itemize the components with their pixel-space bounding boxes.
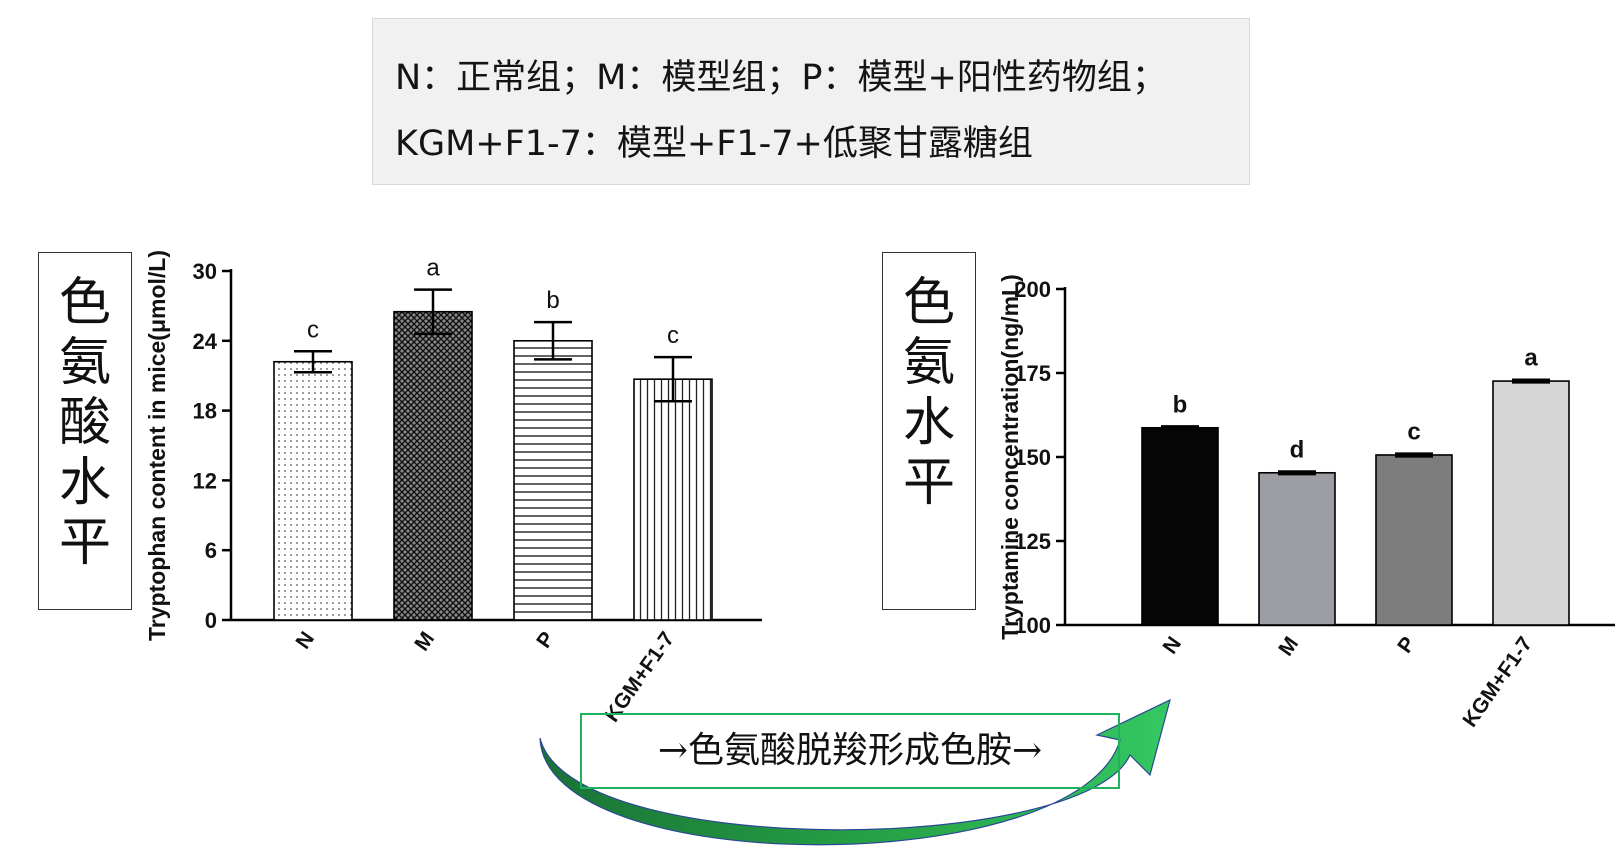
bar: [1375, 454, 1453, 626]
tryptophan-level-label-char: 平: [58, 513, 111, 573]
y-tick-label: 12: [193, 468, 217, 493]
legend-line-1: N：正常组；M：模型组；P：模型+阳性药物组；: [395, 58, 1167, 98]
x-tick-label: P: [532, 628, 559, 653]
y-tick-label: 0: [205, 608, 217, 633]
tryptamine-level-label-char: 氨: [902, 333, 955, 393]
significance-label: b: [546, 287, 559, 314]
tryptophan-level-label: 色氨酸水平: [38, 252, 132, 610]
tryptamine-level-label: 色氨水平: [882, 252, 976, 610]
significance-label: c: [667, 322, 679, 349]
y-axis-title: Tryptophan content in mice(μmol/L): [144, 250, 170, 641]
legend-line-2: KGM+F1-7：模型+F1-7+低聚甘露糖组: [395, 124, 1033, 164]
tryptophan-level-label-char: 水: [58, 453, 111, 513]
tryptophan-level-label-char: 色: [58, 273, 111, 333]
y-axis-title: Tryptamine concentration(ng/mL): [997, 274, 1023, 639]
y-tick-label: 6: [205, 538, 217, 563]
significance-label: c: [1407, 419, 1420, 446]
tryptophan-chart: 0 6 12 18 24 30 Tryptophan content in mice(μmo…: [144, 250, 762, 726]
y-tick-label: 100: [1014, 613, 1051, 638]
x-tick-label: KGM+F1-7: [600, 628, 679, 727]
x-tick-label: M: [410, 628, 439, 656]
y-tick-label: 150: [1014, 445, 1051, 470]
x-tick-label: N: [1159, 633, 1187, 659]
tryptophan-level-label-char: 酸: [58, 393, 111, 453]
significance-label: b: [1173, 391, 1188, 418]
x-tick-label: M: [1274, 633, 1303, 661]
y-tick-label: 175: [1014, 361, 1051, 386]
y-tick-label: 24: [193, 329, 218, 354]
significance-label: c: [307, 316, 319, 343]
bar: [1258, 471, 1336, 626]
bar: [1141, 426, 1219, 626]
bar: [1492, 380, 1570, 626]
bar: [273, 360, 353, 621]
bar: [393, 310, 473, 621]
tryptamine-level-label-char: 水: [902, 393, 955, 453]
significance-label: a: [1524, 345, 1538, 372]
significance-label: a: [426, 255, 440, 282]
flow-process-label: →色氨酸脱羧形成色胺→: [657, 730, 1043, 771]
y-tick-label: 30: [193, 259, 217, 284]
bar: [513, 339, 593, 621]
x-tick-label: KGM+F1-7: [1458, 633, 1537, 732]
significance-label: d: [1290, 436, 1305, 463]
tryptamine-level-label-char: 平: [902, 453, 955, 513]
flow-process-box: →色氨酸脱羧形成色胺→: [580, 713, 1120, 789]
curved-arrow: [539, 698, 1171, 846]
y-tick-label: 18: [193, 399, 217, 424]
tryptophan-level-label-char: 氨: [58, 333, 111, 393]
x-tick-label: P: [1393, 633, 1420, 658]
x-tick-label: N: [292, 628, 320, 654]
y-tick-label: 200: [1014, 277, 1051, 302]
group-legend-box: N：正常组；M：模型组；P：模型+阳性药物组； KGM+F1-7：模型+F1-7…: [372, 18, 1250, 185]
bar: [633, 378, 713, 621]
tryptamine-level-label-char: 色: [902, 273, 955, 333]
y-tick-label: 125: [1014, 529, 1051, 554]
